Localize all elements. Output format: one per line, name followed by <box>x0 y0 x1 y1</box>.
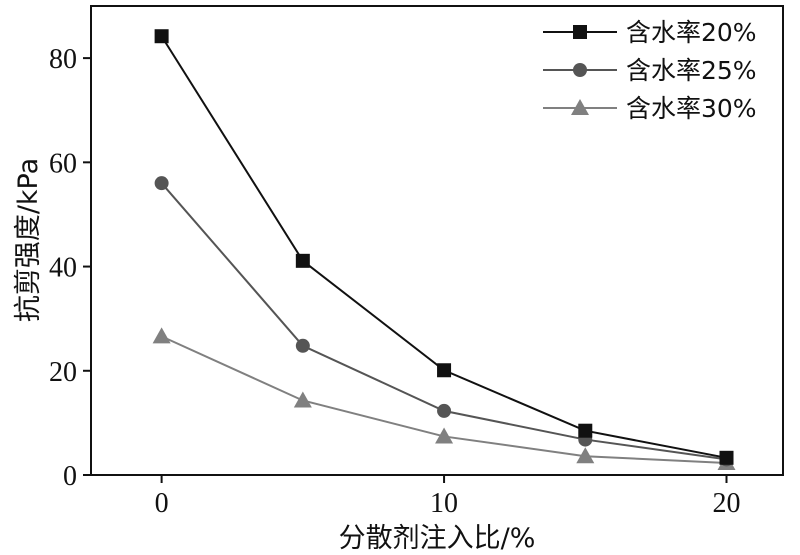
data-point-circle <box>154 176 169 191</box>
y-tick-label: 60 <box>49 148 77 179</box>
x-tick-label: 20 <box>713 488 741 519</box>
data-point-square <box>295 253 310 268</box>
series-square <box>154 29 734 465</box>
y-tick-label: 20 <box>49 357 77 388</box>
x-tick-label: 10 <box>430 488 458 519</box>
legend-marker-circle <box>573 63 587 77</box>
legend-label: 含水率25% <box>626 56 757 85</box>
legend-item: 含水率30% <box>543 94 757 123</box>
y-tick-label: 80 <box>49 44 77 75</box>
legend: 含水率20% 含水率25% 含水率30% <box>543 18 757 123</box>
legend-label: 含水率20% <box>626 18 757 47</box>
legend-label: 含水率30% <box>626 94 757 123</box>
series-layer <box>152 29 736 471</box>
series-circle <box>154 176 734 467</box>
y-axis: 0 20 40 60 80 <box>49 44 91 492</box>
x-axis-title: 分散剂注入比/% <box>339 523 536 554</box>
data-point-square <box>578 423 593 438</box>
legend-marker-triangle <box>571 99 589 115</box>
x-tick-label: 0 <box>155 488 169 519</box>
data-point-triangle <box>576 447 595 464</box>
legend-marker-square <box>573 25 587 39</box>
legend-item: 含水率20% <box>543 18 757 47</box>
y-tick-label: 40 <box>49 253 77 284</box>
data-point-square <box>154 29 169 44</box>
y-axis-title: 抗剪强度/kPa <box>13 158 44 322</box>
series-triangle <box>152 327 736 471</box>
series-line <box>161 335 727 465</box>
data-point-triangle <box>152 327 171 344</box>
series-line <box>160 182 727 461</box>
data-point-triangle <box>435 427 454 444</box>
plot-frame <box>90 5 784 476</box>
legend-item: 含水率25% <box>543 56 757 85</box>
data-point-circle <box>437 403 452 418</box>
x-axis: 0 10 20 <box>155 475 741 519</box>
data-point-square <box>437 363 452 378</box>
data-point-square <box>719 450 734 465</box>
data-point-circle <box>295 338 310 353</box>
data-point-triangle <box>293 391 312 408</box>
y-tick-label: 0 <box>63 461 77 492</box>
